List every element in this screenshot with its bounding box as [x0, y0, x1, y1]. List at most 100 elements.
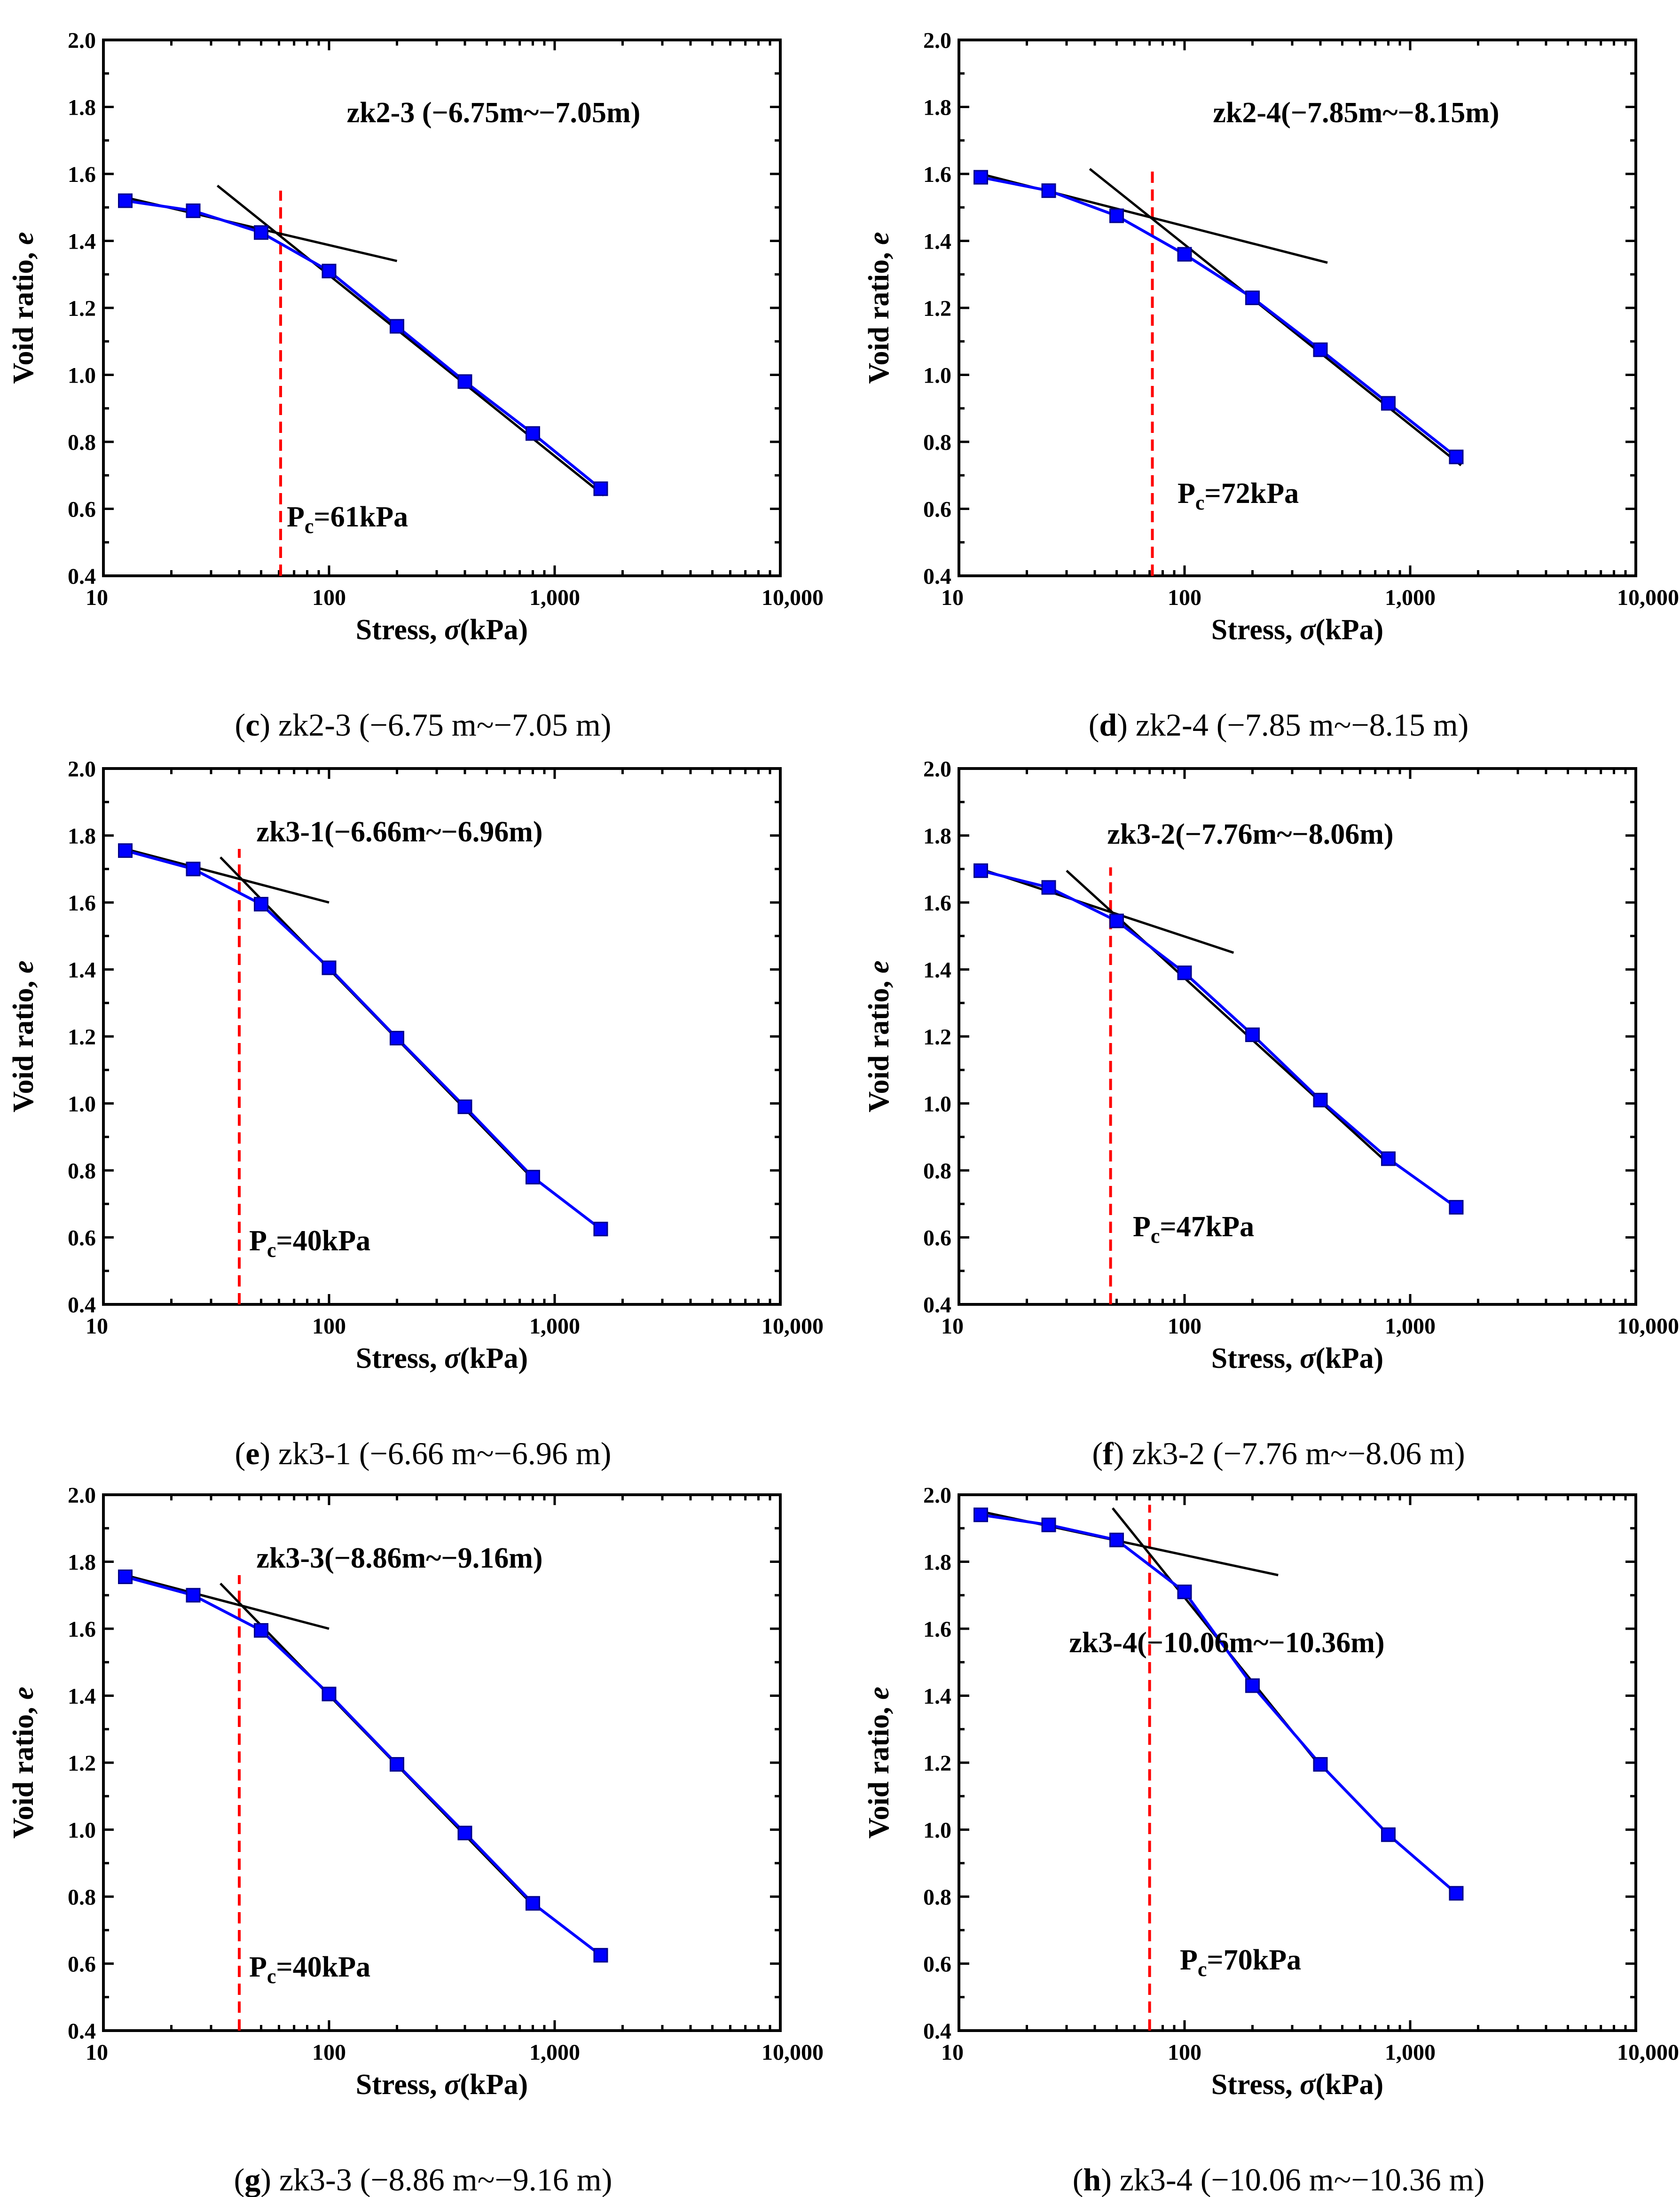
y-tick-label: 1.0: [68, 1092, 96, 1117]
pc-label: Pc=70kPa: [1180, 1944, 1301, 1981]
x-tick-label: 10: [86, 585, 108, 610]
x-tick-label: 1,000: [529, 1314, 580, 1339]
x-axis-title-symbol: σ: [1300, 1342, 1316, 1374]
pc-label-subscript: c: [305, 515, 314, 538]
y-axis-title: Void ratio, e: [863, 1687, 895, 1838]
y-tick-label: 1.8: [923, 824, 951, 849]
plot-frame: [102, 1493, 782, 2032]
y-tick-label: 1.0: [923, 1818, 951, 1843]
series-line: [980, 176, 1457, 458]
y-tick-label: 1.2: [923, 296, 951, 321]
pc-label-value: =47kPa: [1160, 1211, 1254, 1243]
panel-caption: (f) zk3-2 (−7.76 m~−8.06 m): [1092, 1436, 1465, 1471]
y-tick-label: 1.4: [68, 1684, 96, 1709]
y-tick-label: 0.4: [923, 564, 951, 589]
y-axis-title-main: Void ratio,: [863, 973, 895, 1113]
pc-label: Pc=72kPa: [1178, 478, 1299, 514]
caption-letter: f: [1103, 1436, 1114, 1471]
data-point: [118, 843, 133, 858]
y-tick-label: 1.0: [923, 363, 951, 388]
y-tick-label: 1.2: [68, 296, 96, 321]
y-tick-label: 1.2: [923, 1751, 951, 1776]
pc-label-subscript: c: [1198, 1958, 1207, 1981]
x-tick-label: 1,000: [1385, 1314, 1436, 1339]
data-point: [254, 225, 269, 240]
pc-label: Pc=40kPa: [249, 1951, 370, 1988]
y-tick-label: 1.0: [68, 1818, 96, 1843]
chart-panel-h: 10 100 1,000 10,000 0.4 0.6 0.8 1.0 1.2 1.4 1.6 1.8…: [863, 1483, 1679, 2197]
data-point: [186, 203, 201, 218]
data-point: [973, 170, 989, 185]
y-axis-title-main: Void ratio,: [863, 245, 895, 384]
caption-text: zk3-3 (−8.86 m~−9.16 m): [271, 2162, 612, 2197]
y-axis-title: Void ratio, e: [8, 1687, 39, 1838]
data-point: [1381, 1827, 1396, 1842]
y-tick-label: 1.6: [68, 162, 96, 187]
data-point: [457, 374, 472, 389]
y-tick-label: 0.4: [68, 2019, 96, 2044]
caption-close-paren: ): [1101, 2162, 1112, 2197]
y-tick-label: 1.6: [923, 1617, 951, 1642]
caption-text: zk3-2 (−7.76 m~−8.06 m): [1124, 1436, 1465, 1471]
y-tick-label: 2.0: [923, 1483, 951, 1508]
data-point: [322, 1687, 337, 1702]
y-axis-title-main: Void ratio,: [8, 1700, 39, 1839]
y-axis-title-symbol: e: [863, 960, 895, 973]
data-point: [118, 193, 133, 208]
y-tick-label: 1.4: [923, 229, 951, 254]
x-tick-label: 1,000: [1385, 2040, 1436, 2065]
y-tick-label: 1.6: [68, 1617, 96, 1642]
y-axis-title-main: Void ratio,: [8, 245, 39, 384]
series-line: [125, 849, 602, 1231]
y-tick-label: 0.6: [68, 1952, 96, 1977]
data-point: [1381, 1151, 1396, 1166]
y-tick-label: 0.8: [68, 1159, 96, 1184]
data-point: [389, 1757, 404, 1772]
y-axis-title-main: Void ratio,: [863, 1700, 895, 1839]
caption-text: zk3-4 (−10.06 m~−10.36 m): [1112, 2162, 1484, 2197]
pc-label-value: =70kPa: [1207, 1944, 1301, 1976]
caption-open-paren: (: [1089, 707, 1099, 743]
caption-text: zk2-3 (−6.75 m~−7.05 m): [270, 707, 611, 743]
y-tick-label: 0.6: [68, 1226, 96, 1251]
caption-open-paren: (: [1092, 1436, 1103, 1471]
y-tick-label: 0.6: [923, 497, 951, 522]
data-point: [525, 426, 540, 441]
y-tick-label: 1.2: [68, 1025, 96, 1050]
x-tick-label: 100: [312, 585, 346, 610]
x-axis-title: Stress, σ(kPa): [356, 614, 528, 646]
y-tick-label: 1.8: [923, 95, 951, 120]
y-tick-label: 0.8: [68, 430, 96, 455]
data-point: [1245, 290, 1260, 306]
data-point: [1177, 1585, 1192, 1600]
x-axis-title: Stress, σ(kPa): [1211, 614, 1383, 646]
y-tick-label: 2.0: [923, 757, 951, 782]
caption-close-paren: ): [259, 1436, 270, 1471]
series-line: [125, 199, 602, 490]
tangent-line-1: [125, 847, 330, 904]
data-point: [1109, 913, 1124, 928]
x-axis-title-unit: (kPa): [1316, 614, 1384, 646]
data-point: [1041, 1517, 1056, 1532]
data-point: [1449, 1200, 1464, 1215]
x-tick-label: 100: [1168, 585, 1201, 610]
data-point: [389, 1031, 404, 1046]
data-point: [973, 863, 989, 878]
y-tick-label: 0.8: [923, 430, 951, 455]
pc-label-prefix: P: [249, 1225, 267, 1257]
caption-text: zk3-1 (−6.66 m~−6.96 m): [270, 1436, 611, 1471]
plot-frame: [102, 767, 782, 1306]
pc-label-prefix: P: [1180, 1944, 1198, 1976]
x-axis-title-unit: (kPa): [1316, 1342, 1384, 1374]
x-axis-title: Stress, σ(kPa): [356, 1342, 528, 1374]
tangent-line-1: [980, 868, 1234, 954]
x-tick-label: 100: [312, 2040, 346, 2065]
y-tick-label: 0.6: [923, 1952, 951, 1977]
data-point: [1041, 880, 1056, 895]
x-axis-title: Stress, σ(kPa): [1211, 2069, 1383, 2101]
x-tick-label: 1,000: [529, 585, 580, 610]
data-point: [1109, 1532, 1124, 1547]
panel-caption: (g) zk3-3 (−8.86 m~−9.16 m): [234, 2162, 612, 2197]
x-tick-label: 10,000: [761, 585, 824, 610]
y-tick-label: 1.4: [923, 958, 951, 983]
